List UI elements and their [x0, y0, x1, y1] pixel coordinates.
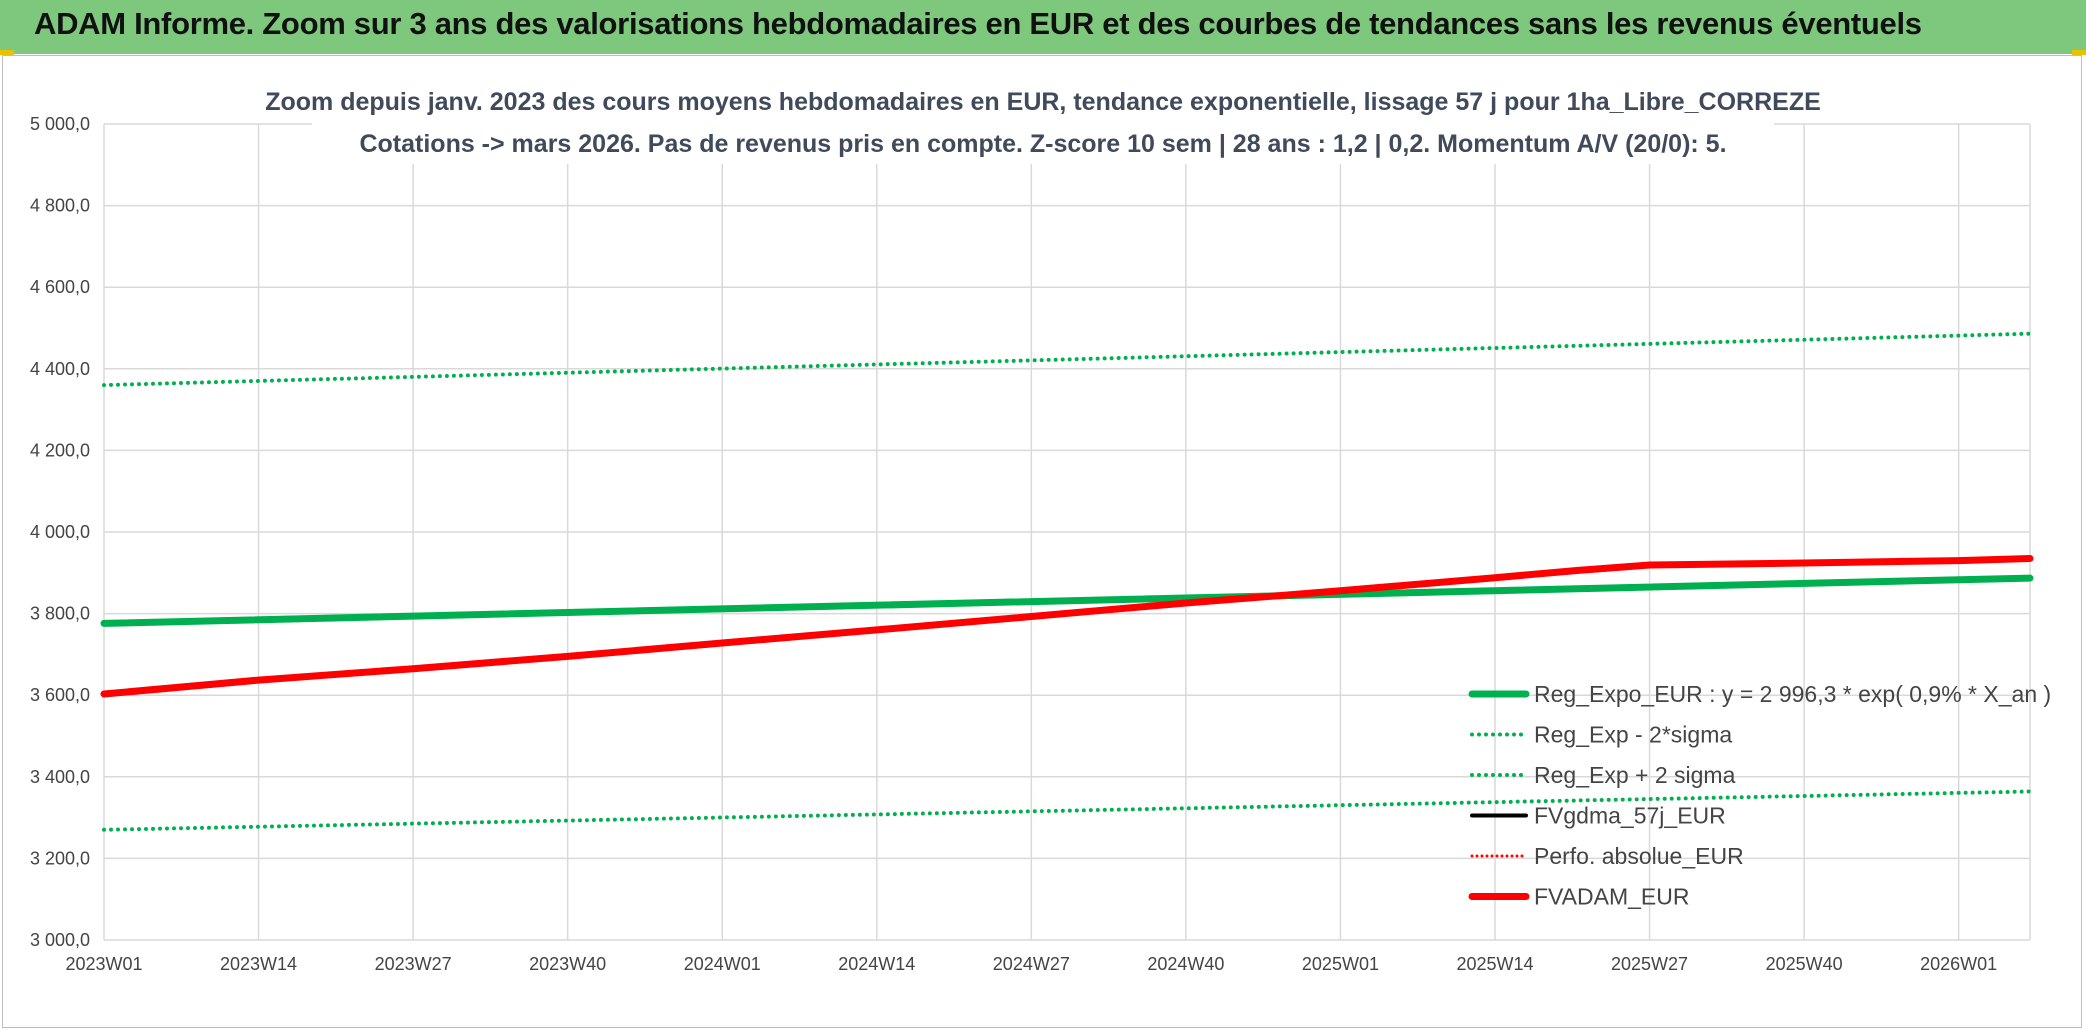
legend-label: Reg_Expo_EUR : y = 2 996,3 * exp( 0,9% *… [1534, 681, 2051, 707]
series-line-reg-exp [102, 789, 2032, 832]
series-line-fvgdma-57j-eur [102, 557, 2032, 696]
series-line-fvadam-eur [100, 555, 2034, 698]
y-tick-label: 3 000,0 [30, 930, 90, 950]
y-axis-ticks: 3 000,0 3 200,0 3 400,0 3 600,0 3 800,0 4 000… [30, 114, 90, 950]
y-tick-label: 4 200,0 [30, 440, 90, 460]
legend-label: Reg_Exp + 2 sigma [1534, 762, 1736, 788]
x-tick-label: 2025W27 [1611, 954, 1688, 974]
x-axis-ticks: 2023W01 2023W14 2023W27 2023W40 2024W01 2024W… [65, 954, 1997, 974]
y-tick-label: 3 600,0 [30, 685, 90, 705]
legend-label: FVADAM_EUR [1534, 884, 1690, 910]
chart-legend: Reg_Expo_EUR : y = 2 996,3 * exp( 0,9% *… [1468, 681, 2051, 910]
legend-label: Perfo. absolue_EUR [1534, 843, 1744, 869]
report-banner: ADAM Informe. Zoom sur 3 ans des valoris… [0, 0, 2086, 55]
x-tick-label: 2025W40 [1766, 954, 1843, 974]
title-background [312, 80, 1774, 164]
x-tick-label: 2023W27 [375, 954, 452, 974]
x-tick-label: 2026W01 [1920, 954, 1997, 974]
y-tick-label: 5 000,0 [30, 114, 90, 134]
x-tick-label: 2023W01 [65, 954, 142, 974]
y-tick-label: 3 800,0 [30, 604, 90, 624]
chart-title-line2: Cotations -> mars 2026. Pas de revenus p… [359, 130, 1726, 158]
series-line-reg-expo-eur [100, 574, 2034, 627]
gridlines [103, 123, 2031, 941]
x-tick-label: 2023W14 [220, 954, 297, 974]
x-tick-label: 2025W14 [1456, 954, 1533, 974]
x-tick-label: 2024W40 [1147, 954, 1224, 974]
series-lines [100, 331, 2034, 832]
series-line-reg-exp [102, 331, 2032, 388]
report-title: ADAM Informe. Zoom sur 3 ans des valoris… [34, 6, 1922, 41]
y-tick-label: 3 200,0 [30, 848, 90, 868]
x-tick-label: 2025W01 [1302, 954, 1379, 974]
chart-frame [2, 55, 2082, 1028]
y-tick-label: 4 600,0 [30, 277, 90, 297]
y-tick-label: 3 400,0 [30, 767, 90, 787]
x-tick-label: 2023W40 [529, 954, 606, 974]
x-tick-label: 2024W01 [684, 954, 761, 974]
banner-accent-right [2072, 50, 2086, 55]
x-tick-label: 2024W27 [993, 954, 1070, 974]
legend-label: Reg_Exp - 2*sigma [1534, 722, 1732, 748]
chart-title-line1: Zoom depuis janv. 2023 des cours moyens … [265, 88, 1821, 116]
y-tick-label: 4 800,0 [30, 196, 90, 216]
legend-label: FVgdma_57j_EUR [1534, 803, 1726, 829]
x-tick-label: 2024W14 [838, 954, 915, 974]
y-tick-label: 4 400,0 [30, 359, 90, 379]
y-tick-label: 4 000,0 [30, 522, 90, 542]
banner-accent-left [0, 50, 14, 55]
